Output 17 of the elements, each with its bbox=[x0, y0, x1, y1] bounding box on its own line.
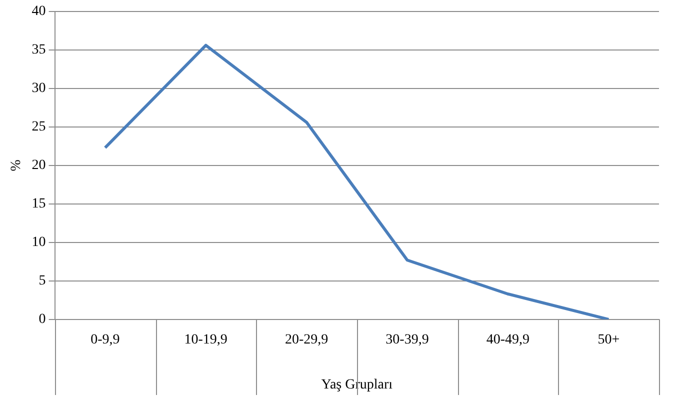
y-tick-label: 40 bbox=[32, 4, 46, 20]
x-tick-label: 30-39,9 bbox=[386, 332, 429, 348]
y-tick-label: 30 bbox=[32, 81, 46, 96]
y-axis-title: % bbox=[9, 159, 24, 172]
y-tick-label: 35 bbox=[32, 42, 46, 58]
x-tick-label: 20-29,9 bbox=[284, 332, 328, 348]
y-tick-label: 5 bbox=[38, 274, 46, 289]
y-tick-label: 20 bbox=[32, 158, 46, 174]
x-tick-label: 50+ bbox=[598, 332, 620, 348]
x-tick-label: 10-19,9 bbox=[184, 332, 228, 348]
x-axis-title: Yaş Grupları bbox=[321, 377, 393, 392]
y-tick-label: 15 bbox=[32, 196, 46, 212]
y-tick-label: 10 bbox=[32, 235, 46, 250]
x-tick-label: 40-49,9 bbox=[486, 332, 530, 348]
y-tick-label: 0 bbox=[38, 312, 46, 328]
x-tick-label: 0-9,9 bbox=[90, 332, 120, 348]
y-tick-label: 25 bbox=[32, 120, 46, 135]
